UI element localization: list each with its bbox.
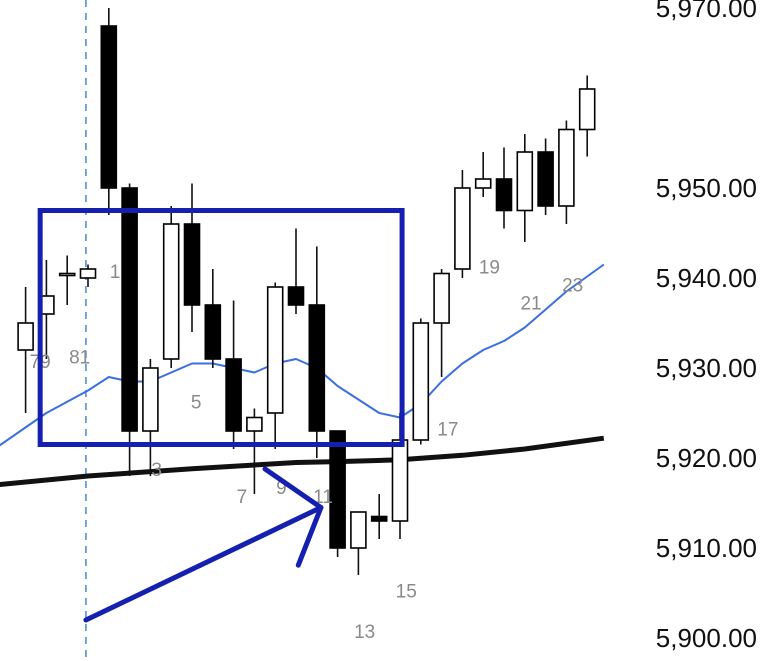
candle	[495, 147, 513, 229]
candle-body	[100, 25, 118, 189]
candle-body	[558, 128, 575, 207]
candle-body	[329, 430, 346, 549]
candle	[578, 75, 596, 157]
candle	[142, 359, 159, 476]
bar-number-label: 17	[437, 420, 458, 441]
candle-body	[246, 416, 263, 432]
candle-body	[79, 268, 97, 279]
candle-body	[287, 286, 305, 306]
price-axis: 5,900.00 5,910.00 5,920.00 5,930.00 5,940.00…	[656, 0, 757, 653]
candle	[454, 170, 471, 278]
candle-body	[391, 439, 409, 522]
candle	[225, 300, 242, 449]
bar-number-label: 7	[237, 487, 248, 508]
candles-layer	[17, 8, 596, 575]
candle	[246, 408, 263, 494]
candle-body	[412, 322, 430, 441]
bar-number-label: 5	[191, 393, 202, 414]
candle-body	[17, 322, 34, 351]
price-axis-label: 5,940.00	[656, 263, 757, 293]
candle-body	[121, 187, 138, 432]
bar-number-label: 13	[354, 622, 375, 643]
candle	[100, 8, 118, 215]
bar-number-label: 3	[151, 460, 162, 481]
price-axis-label: 5,910.00	[656, 533, 757, 563]
candle	[474, 152, 492, 197]
candle	[183, 183, 201, 332]
candle	[287, 228, 305, 314]
candle	[308, 246, 326, 458]
candle-body	[370, 515, 388, 522]
candle	[433, 269, 450, 377]
bar-number-label: 9	[276, 478, 287, 499]
candle	[350, 511, 367, 575]
candle	[79, 264, 97, 287]
arrow-annotation	[83, 466, 324, 623]
candle-body	[578, 88, 596, 131]
candle-body	[183, 223, 201, 306]
price-axis-label: 5,900.00	[656, 623, 757, 653]
bar-number-label: 15	[396, 582, 417, 603]
candle	[516, 134, 534, 242]
price-axis-label: 5,930.00	[656, 353, 757, 383]
price-axis-label: 5,950.00	[656, 173, 757, 203]
candle-body	[350, 511, 367, 549]
annotation-layer-front	[37, 208, 405, 623]
candle-body	[204, 304, 222, 360]
bar-number-label: 81	[69, 348, 90, 369]
candle	[58, 255, 76, 305]
candle	[370, 494, 388, 539]
bar-number-label: 21	[520, 294, 541, 315]
candle-body	[142, 367, 159, 432]
arrow-shaft	[83, 505, 324, 623]
bar-number-label: 19	[479, 258, 500, 279]
price-axis-label: 5,920.00	[656, 443, 757, 473]
candle-body	[516, 151, 534, 212]
candle-body	[266, 286, 284, 414]
candle	[412, 318, 430, 445]
candle	[558, 120, 575, 224]
candle	[329, 430, 346, 557]
candle	[204, 269, 222, 368]
candle	[266, 282, 284, 449]
bar-number-label: 23	[562, 276, 583, 297]
candle-body	[495, 178, 513, 212]
candle	[17, 287, 34, 413]
price-axis-label: 5,970.00	[656, 0, 757, 23]
candle-body	[454, 187, 471, 270]
candle-body	[474, 178, 492, 189]
candle-body	[162, 223, 180, 360]
candle-body	[433, 272, 450, 324]
candle-body	[308, 304, 326, 432]
candle-body	[225, 358, 242, 432]
candle	[162, 206, 180, 368]
bar-number-label: 1	[110, 262, 121, 283]
candle-body	[58, 272, 76, 277]
arrow-head	[262, 466, 324, 568]
candle	[537, 138, 554, 215]
candle-body	[537, 151, 554, 207]
range-box-annotation	[37, 208, 405, 447]
candle	[121, 183, 138, 476]
